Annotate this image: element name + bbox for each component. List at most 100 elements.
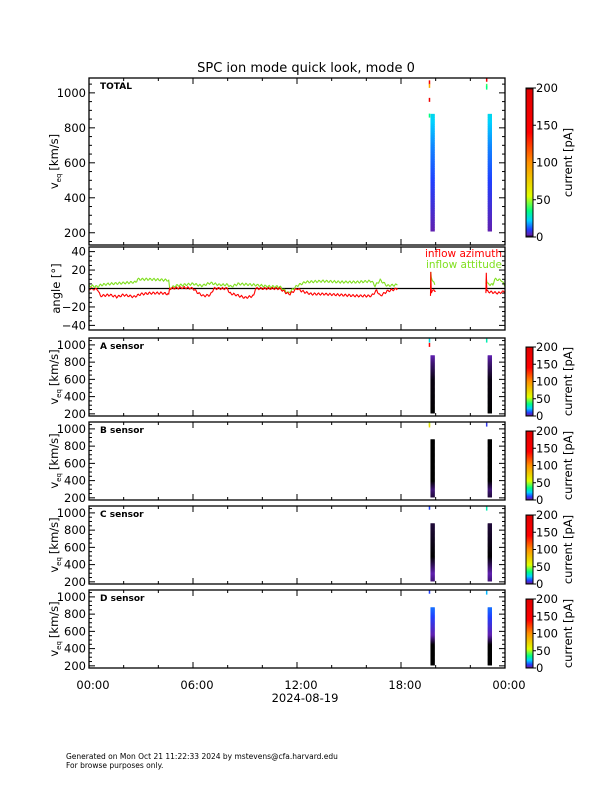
spectrogram-bin: [430, 404, 435, 406]
spectrogram-bin: [487, 385, 492, 387]
spectrogram-bin: [487, 446, 492, 449]
spectrogram-bin: [430, 576, 435, 579]
colorbar-tick-label: 200: [536, 340, 558, 354]
legend-inflow-attitude: inflow attitude: [426, 259, 502, 271]
spectrogram-bin: [487, 467, 492, 470]
spectrogram-bin: [487, 120, 492, 124]
spectrogram-bin: [430, 452, 435, 454]
spectrogram-bin: [430, 408, 435, 411]
series-line-inflow-attitude: [485, 277, 506, 287]
colorbar-tick-label: 150: [536, 609, 558, 623]
spectrogram-bin: [487, 624, 492, 626]
spectrogram-bin: [430, 173, 435, 176]
spectrogram-bin: [487, 663, 492, 665]
spectrogram-bin: [430, 176, 435, 180]
spectrogram-bin: [487, 496, 492, 498]
spectrogram-bin: [487, 199, 492, 202]
spectrogram-bin: [487, 461, 492, 464]
y-label-v: v: [47, 182, 61, 189]
spectrogram-bin: [430, 168, 435, 171]
spectrogram-bin: [487, 440, 492, 442]
spectrogram-bin: [487, 659, 492, 662]
spectrogram-bin: [487, 543, 492, 546]
spectrogram-bin: [487, 386, 492, 388]
y-label-unit: [km/s]: [47, 433, 61, 470]
spectrogram-bin: [487, 486, 492, 489]
spectrogram-bin: [487, 469, 492, 471]
spectrogram-bin: [487, 394, 492, 397]
spectrogram-bin: [487, 185, 492, 188]
spectrogram-bin: [430, 402, 435, 405]
spectrogram-bin: [430, 134, 435, 138]
spectrogram-bin: [487, 136, 492, 139]
spectrogram-bin: [487, 387, 492, 389]
spectrogram-bin: [430, 663, 435, 665]
spectrogram-bin: [487, 610, 492, 613]
x-tick-label: 12:00: [284, 678, 317, 692]
panel-c-sensor: 200 400 600 800 1000 C sensor veq [km/s] 0 50 100 1…: [47, 505, 575, 591]
spectrogram-bin: [487, 576, 492, 579]
y-label-v: v: [47, 650, 61, 657]
spectrogram-bin: [487, 364, 492, 367]
y-label-subscript: eq: [55, 389, 63, 398]
spectrogram-point: [428, 97, 431, 102]
y-tick-label: 800: [64, 121, 86, 135]
spectrogram-bin: [430, 653, 435, 656]
spectrogram-bin: [487, 402, 492, 405]
spectrogram-bin: [487, 555, 492, 558]
spectrogram-bin: [487, 392, 492, 394]
spectrogram-bin: [487, 227, 492, 230]
spectrogram-bin: [430, 548, 435, 550]
spectrogram-bin: [487, 399, 492, 401]
spectrogram-bin: [430, 609, 435, 612]
spectrogram-bin: [430, 574, 435, 576]
spectrogram-bin: [430, 120, 435, 124]
y-axis-label: veq [km/s]: [47, 433, 63, 488]
spectrogram-bin: [430, 552, 435, 554]
spectrogram-bin: [487, 175, 492, 178]
spectrogram-bin: [487, 440, 492, 443]
spectrogram-bin: [487, 204, 492, 208]
x-tick-label: 18:00: [388, 678, 421, 692]
spectrogram-bin: [430, 625, 435, 627]
y-tick-label: 200: [64, 226, 86, 240]
spectrogram-bin: [430, 549, 435, 551]
colorbar-label: current [pA]: [561, 128, 575, 197]
spectrogram-bin: [430, 561, 435, 563]
spectrogram-bin: [487, 657, 492, 659]
spectrogram-bin: [430, 218, 435, 222]
spectrogram-bin: [430, 635, 435, 638]
spectrogram-bin: [430, 527, 435, 529]
spectrogram-bin: [487, 470, 492, 472]
spectrogram-point: [485, 77, 488, 82]
spectrogram-bin: [487, 398, 492, 400]
panel-total: 200 400 600 800 1000 TOTAL veq [km/s] 0 50 100 150 2…: [47, 77, 575, 246]
spectrogram-bin: [487, 155, 492, 159]
spectrogram-bin: [487, 203, 492, 206]
colorbar-tick-label: 0: [536, 577, 543, 591]
spectrogram-bin: [487, 658, 492, 661]
spectrogram-bin: [430, 453, 435, 455]
spectrogram-bin: [487, 446, 492, 448]
spectrogram-bin: [487, 138, 492, 141]
spectrogram-bin: [430, 208, 435, 211]
spectrogram-bin: [487, 196, 492, 199]
y-tick-label: −20: [62, 300, 86, 314]
spectrogram-bin: [430, 577, 435, 579]
spectrogram-bin: [487, 653, 492, 656]
panel-frame: [88, 77, 506, 246]
spectrogram-bin: [430, 540, 435, 542]
spectrogram-bin: [487, 626, 492, 628]
spectrogram-bin: [430, 381, 435, 383]
spectrogram-bin: [430, 136, 435, 139]
spectrogram-bin: [430, 476, 435, 478]
spectrogram-bin: [430, 364, 435, 367]
spectrogram-bin: [487, 569, 492, 572]
spectrogram-bin: [430, 407, 435, 410]
spectrogram-bin: [487, 447, 492, 450]
spectrogram-bin: [430, 551, 435, 554]
colorbar-label: current [pA]: [561, 431, 575, 500]
spectrogram-bin: [430, 143, 435, 146]
y-tick-label: 40: [71, 245, 86, 259]
